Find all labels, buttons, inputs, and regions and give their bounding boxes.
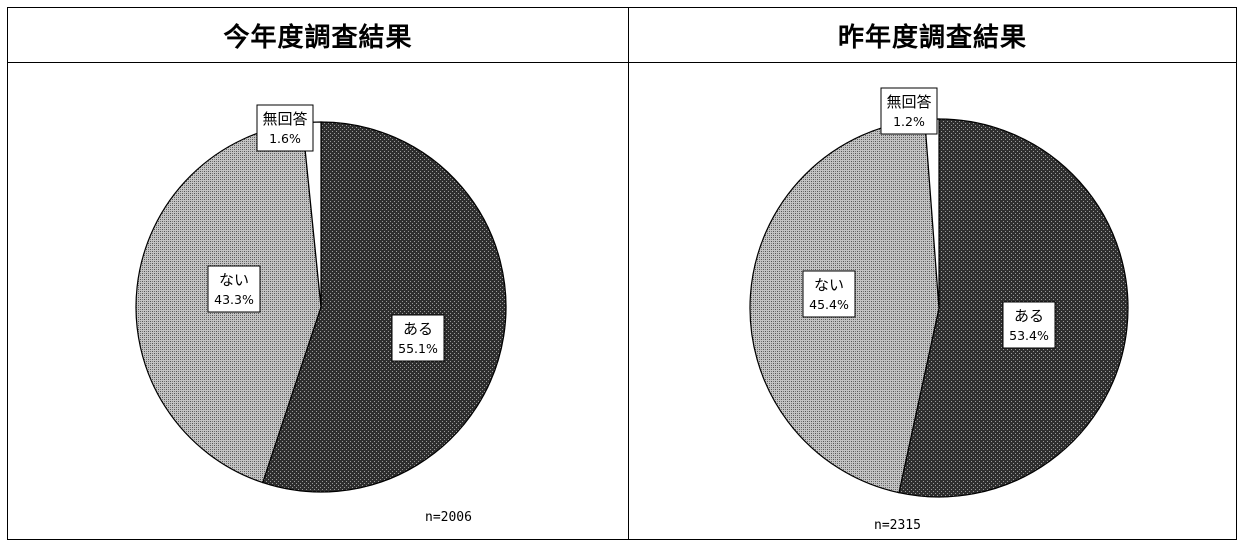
chart-title-previous-year: 昨年度調査結果 (629, 8, 1236, 63)
slice-label-box (391, 314, 445, 362)
slice-category-label: 無回答 (886, 93, 931, 111)
slice-value-label: 53.4% (1009, 328, 1049, 343)
slice-label-nai: ない 43.3% (207, 265, 261, 313)
slice-label-nai: ない 45.4% (802, 270, 856, 318)
chart-title-current-year: 今年度調査結果 (8, 8, 628, 63)
pie-chart-previous-year: ある 53.4% ない 45.4% 無回答 1.2% (749, 87, 1129, 498)
slice-category-label: ある (1014, 307, 1044, 325)
charts-frame: 今年度調査結果 ある 55.1% ない 43.3% 無回答 1.6% n=200 (7, 7, 1237, 540)
slice-label-box (1002, 301, 1056, 349)
slice-label-box (256, 104, 314, 152)
slice-label-aru: ある 53.4% (1002, 301, 1056, 349)
slice-value-label: 1.6% (269, 131, 301, 146)
chart-panel-previous-year: 昨年度調査結果 ある 53.4% ない 45.4% 無回答 1.2% n=231 (629, 8, 1236, 539)
sample-size-current-year: n=2006 (425, 510, 472, 525)
slice-value-label: 45.4% (809, 297, 849, 312)
pie-chart-current-year: ある 55.1% ない 43.3% 無回答 1.6% (135, 104, 507, 493)
slice-category-label: ない (814, 276, 844, 294)
slice-value-label: 1.2% (893, 114, 925, 129)
slice-category-label: 無回答 (262, 110, 307, 128)
slice-label-aru: ある 55.1% (391, 314, 445, 362)
slice-label-mukaitou: 無回答 1.2% (880, 87, 938, 135)
pie-slice-aru (261, 121, 507, 493)
slice-value-label: 43.3% (214, 292, 254, 307)
slice-label-box (207, 265, 261, 313)
slice-value-label: 55.1% (398, 341, 438, 356)
slice-category-label: ある (403, 320, 433, 338)
slice-label-mukaitou: 無回答 1.6% (256, 104, 314, 152)
chart-panel-current-year: 今年度調査結果 ある 55.1% ない 43.3% 無回答 1.6% n=200 (8, 8, 629, 539)
sample-size-previous-year: n=2315 (874, 518, 921, 533)
slice-label-box (880, 87, 938, 135)
slice-category-label: ない (219, 271, 249, 289)
slice-label-box (802, 270, 856, 318)
